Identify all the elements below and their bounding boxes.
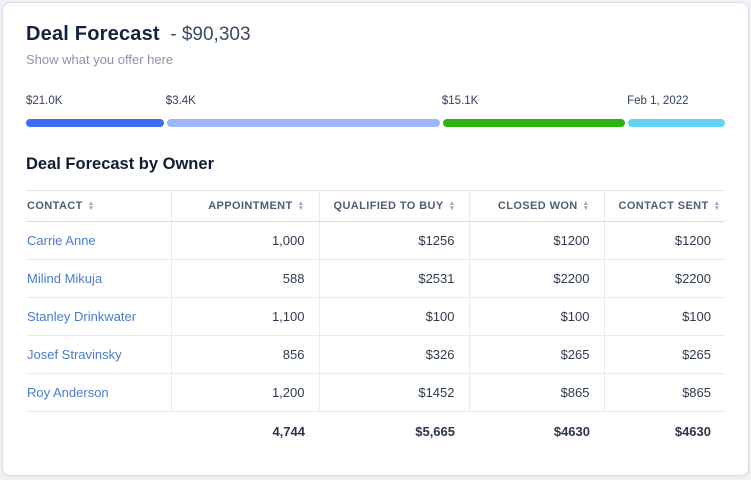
appointment-cell: 1,100 (171, 297, 320, 336)
qualified-cell: $1256 (319, 221, 470, 260)
contact-link[interactable]: Roy Anderson (27, 385, 109, 400)
forecast-table: Contact ▲ ▼ Appointment ▲ ▼ Qualified to Buy… (26, 190, 725, 451)
progress-label: $3.4K (165, 95, 196, 107)
column-header-contact-sent[interactable]: Contact Sent ▲ ▼ (604, 190, 725, 222)
appointment-cell: 856 (171, 335, 320, 374)
progress-segment (26, 119, 164, 127)
qualified-cell: $1452 (319, 373, 470, 412)
section-title: Deal Forecast by Owner (26, 155, 214, 173)
totals-empty-cell (26, 412, 171, 452)
contact-link[interactable]: Milind Mikuja (27, 271, 103, 286)
sort-icon: ▲ ▼ (713, 200, 721, 213)
sort-icon: ▲ ▼ (297, 200, 305, 213)
contact-sent-cell: $100 (604, 297, 725, 336)
progress-bar (26, 119, 725, 127)
totals-qualified: $5,665 (415, 424, 455, 439)
contact-link[interactable]: Stanley Drinkwater (27, 309, 137, 324)
progress-segment (167, 119, 440, 127)
qualified-cell: $100 (319, 297, 470, 336)
totals-appointment: 4,744 (272, 424, 305, 439)
column-header-closed-won[interactable]: Closed Won ▲ ▼ (469, 190, 605, 222)
appointment-cell: 1,000 (171, 221, 320, 260)
sort-icon: ▲ ▼ (582, 200, 590, 213)
sort-icon: ▲ ▼ (87, 200, 95, 213)
contact-sent-cell: $2200 (604, 259, 725, 298)
progress-segment (442, 119, 626, 127)
table-row: Milind Mikuja 588 $2531 $2200 $2200 (26, 259, 725, 298)
sort-icon: ▲ ▼ (448, 200, 456, 213)
closed-won-cell: $100 (469, 297, 605, 336)
page-title: Deal Forecast (26, 23, 160, 45)
progress-label: $15.1K (441, 95, 479, 107)
column-header-contact[interactable]: Contact ▲ ▼ (26, 190, 172, 222)
progress-labels: $21.0K $3.4K $15.1K Feb 1, 2022 (26, 95, 725, 112)
closed-won-cell: $2200 (469, 259, 605, 298)
page-subtitle: Show what you offer here (26, 52, 174, 67)
appointment-cell: 1,200 (171, 373, 320, 412)
closed-won-cell: $865 (469, 373, 605, 412)
contact-sent-cell: $1200 (604, 221, 725, 260)
closed-won-cell: $1200 (469, 221, 605, 260)
qualified-cell: $2531 (319, 259, 470, 298)
table-row: Josef Stravinsky 856 $326 $265 $265 (26, 335, 725, 374)
page-amount: - $90,303 (170, 24, 251, 45)
totals-contact-sent: $4630 (674, 424, 711, 439)
page-header: Deal Forecast - $90,303 (26, 23, 725, 46)
totals-closed-won: $4630 (553, 424, 590, 439)
contact-link[interactable]: Carrie Anne (27, 233, 96, 248)
progress-label: Feb 1, 2022 (627, 95, 689, 107)
contact-sent-cell: $865 (604, 373, 725, 412)
table-header-row: Contact ▲ ▼ Appointment ▲ ▼ Qualified to Buy… (26, 190, 725, 222)
closed-won-cell: $265 (469, 335, 605, 374)
column-header-qualified[interactable]: Qualified to Buy ▲ ▼ (319, 190, 470, 222)
progress-segment (628, 119, 725, 127)
appointment-cell: 588 (171, 259, 320, 298)
qualified-cell: $326 (319, 335, 470, 374)
totals-row: 4,744 $5,665 $4630 $4630 (26, 412, 725, 452)
table-row: Carrie Anne 1,000 $1256 $1200 $1200 (26, 221, 725, 260)
contact-sent-cell: $265 (604, 335, 725, 374)
column-header-appointment[interactable]: Appointment ▲ ▼ (171, 190, 320, 222)
table-row: Roy Anderson 1,200 $1452 $865 $865 (26, 373, 725, 412)
contact-link[interactable]: Josef Stravinsky (27, 347, 122, 362)
table-row: Stanley Drinkwater 1,100 $100 $100 $100 (26, 297, 725, 336)
progress-label: $21.0K (26, 95, 63, 107)
